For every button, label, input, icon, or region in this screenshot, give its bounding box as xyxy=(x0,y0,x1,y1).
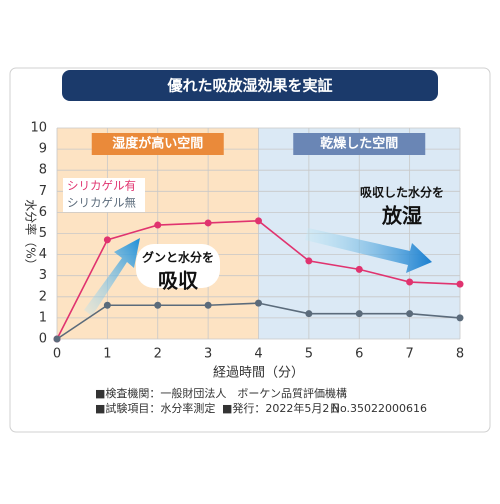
y-tick-label: 3 xyxy=(39,268,47,283)
point xyxy=(305,257,313,265)
y-tick-label: 8 xyxy=(39,163,47,178)
annotation: 吸収した水分を xyxy=(360,185,444,200)
x-tick-label: 4 xyxy=(254,347,262,362)
y-axis-label: 水分率（%） xyxy=(24,199,39,270)
region-label: 乾燥した空間 xyxy=(320,136,398,152)
y-tick-label: 1 xyxy=(39,310,47,325)
chart-title: 優れた吸放湿効果を実証 xyxy=(166,77,332,95)
point xyxy=(103,301,111,309)
y-tick-label: 6 xyxy=(39,205,47,220)
y-tick-label: 0 xyxy=(39,332,47,347)
point xyxy=(255,299,262,307)
y-tick-label: 10 xyxy=(30,121,47,136)
y-tick-label: 7 xyxy=(39,184,47,199)
region-label-box xyxy=(91,133,224,155)
point xyxy=(406,310,414,318)
point xyxy=(406,278,414,286)
note: ■試験項目：水分率測定 xyxy=(95,401,215,415)
point xyxy=(255,217,262,225)
point xyxy=(154,221,162,229)
point xyxy=(456,314,464,322)
x-tick-label: 7 xyxy=(405,347,413,362)
annotation: グンと水分を xyxy=(142,250,214,265)
note: ■発行：2022年5月2日 xyxy=(222,401,340,415)
legend-label: シリカゲル無 xyxy=(67,196,136,210)
point xyxy=(355,310,363,318)
x-tick-label: 3 xyxy=(204,347,212,362)
legend-box xyxy=(63,178,145,212)
legend-label: シリカゲル有 xyxy=(67,179,136,193)
annotation: 放湿 xyxy=(381,204,422,228)
point xyxy=(204,301,212,309)
annotation: 吸収 xyxy=(158,269,199,293)
note: No.35022000616 xyxy=(332,402,427,415)
x-tick-label: 0 xyxy=(53,347,61,362)
x-tick-label: 8 xyxy=(456,347,464,362)
point xyxy=(53,335,61,343)
y-tick-label: 5 xyxy=(39,226,47,241)
arrow xyxy=(305,228,432,273)
note: ■検査機関：一般財団法人 ボーケン品質評価機構 xyxy=(95,386,347,400)
x-tick-label: 5 xyxy=(305,347,313,362)
y-tick-label: 2 xyxy=(39,289,47,304)
point xyxy=(204,219,212,227)
region-label-box xyxy=(293,133,426,155)
point xyxy=(305,310,313,318)
point xyxy=(456,280,464,288)
y-tick-label: 9 xyxy=(39,142,47,157)
x-tick-label: 2 xyxy=(154,347,162,362)
point xyxy=(103,236,111,244)
annotation-box xyxy=(136,244,220,288)
title-bar xyxy=(62,70,438,101)
region-label: 湿度が高い空間 xyxy=(112,136,203,152)
x-axis-label: 経過時間（分） xyxy=(213,366,304,381)
y-tick-label: 4 xyxy=(39,247,47,262)
x-tick-label: 1 xyxy=(103,347,111,362)
point xyxy=(154,301,162,309)
point xyxy=(355,265,363,273)
x-tick-label: 6 xyxy=(355,347,363,362)
arrow xyxy=(84,238,140,316)
